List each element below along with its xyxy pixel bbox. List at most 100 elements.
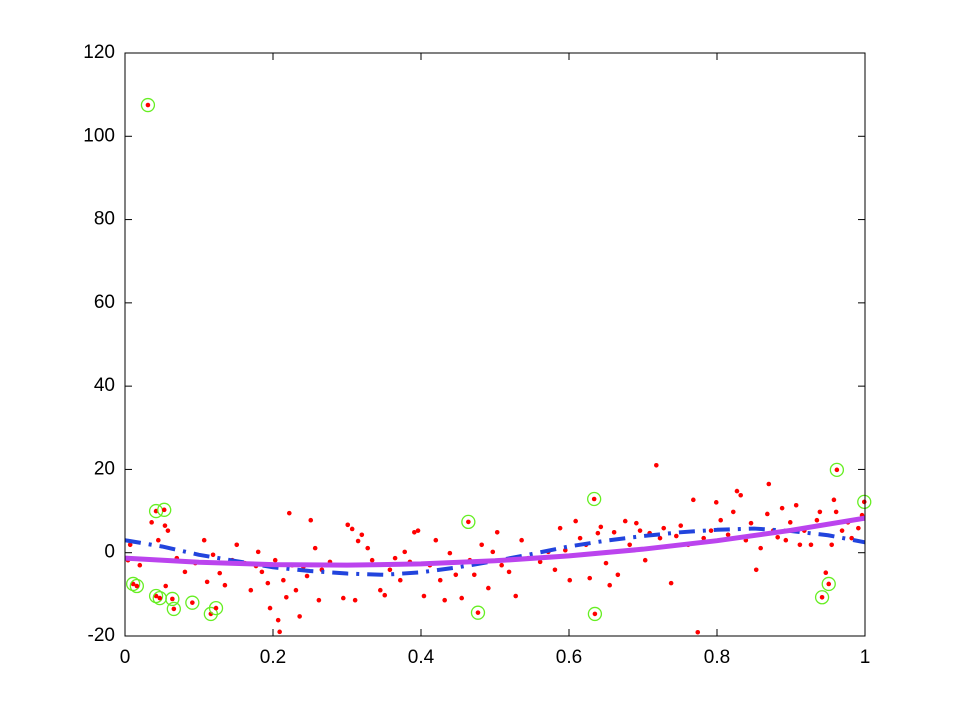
point xyxy=(442,597,447,603)
outlier-ring xyxy=(461,514,476,530)
point xyxy=(730,509,736,515)
point xyxy=(297,614,302,619)
point xyxy=(734,488,740,494)
point xyxy=(829,542,834,548)
plot-area xyxy=(125,53,865,636)
point xyxy=(642,557,648,563)
outlier-ring xyxy=(140,97,156,113)
point xyxy=(695,629,701,635)
point xyxy=(486,585,491,591)
point xyxy=(433,537,439,543)
point xyxy=(499,562,504,568)
point xyxy=(793,502,799,508)
point xyxy=(490,549,496,555)
point xyxy=(611,530,617,535)
outlier-ring xyxy=(829,462,845,477)
point xyxy=(412,530,417,535)
point xyxy=(615,572,621,578)
point xyxy=(691,497,696,503)
point xyxy=(281,577,286,583)
point xyxy=(277,629,282,635)
x-tick-label: 1 xyxy=(860,647,871,668)
outlier-ring xyxy=(208,600,224,616)
point xyxy=(861,499,867,505)
point xyxy=(814,517,820,523)
y-tick-label: -20 xyxy=(88,625,115,646)
point xyxy=(834,467,840,473)
x-tick-label: 0.8 xyxy=(704,647,730,668)
point xyxy=(657,535,663,541)
point xyxy=(204,579,210,585)
point xyxy=(170,596,175,602)
point xyxy=(378,587,383,593)
y-tick-label: 100 xyxy=(83,125,115,146)
point xyxy=(471,572,477,578)
point xyxy=(149,520,154,525)
outlier-ring xyxy=(148,588,164,604)
point xyxy=(130,581,136,587)
point xyxy=(217,570,223,576)
outlier-ring xyxy=(125,576,141,592)
point xyxy=(459,595,465,601)
point xyxy=(849,535,854,541)
point xyxy=(402,549,408,555)
point xyxy=(607,582,612,588)
point xyxy=(161,507,167,513)
point xyxy=(255,549,261,555)
point xyxy=(637,528,643,533)
point xyxy=(748,520,754,526)
point xyxy=(817,509,823,515)
point xyxy=(595,530,601,536)
point xyxy=(352,597,358,603)
point xyxy=(349,526,355,532)
axes-box xyxy=(124,52,866,637)
point xyxy=(766,481,772,487)
point xyxy=(758,545,763,551)
point xyxy=(466,519,471,525)
point xyxy=(190,600,195,605)
point xyxy=(634,520,639,526)
point xyxy=(259,569,265,575)
point xyxy=(753,567,759,573)
point xyxy=(272,557,278,563)
point xyxy=(453,572,459,578)
point xyxy=(275,617,281,623)
point xyxy=(387,567,393,573)
point xyxy=(153,593,159,599)
point xyxy=(513,593,519,599)
outlier-ring xyxy=(157,502,172,517)
point xyxy=(134,583,140,589)
point xyxy=(808,542,814,548)
y-tick-label: 20 xyxy=(94,458,115,479)
outlier-ring xyxy=(470,605,486,620)
point xyxy=(201,537,207,543)
point xyxy=(267,605,273,611)
point xyxy=(856,525,861,531)
point xyxy=(591,496,597,502)
point xyxy=(137,562,143,568)
point xyxy=(369,557,375,563)
outlier-ring xyxy=(185,595,200,610)
y-tick-label: 120 xyxy=(83,42,115,63)
point xyxy=(494,530,500,535)
point xyxy=(839,528,845,533)
x-tick-label: 0.4 xyxy=(408,647,435,668)
point xyxy=(678,523,684,528)
point xyxy=(479,542,484,548)
fit-line xyxy=(124,515,866,568)
outlier-ring xyxy=(166,601,181,617)
outlier-ring xyxy=(129,578,144,594)
point xyxy=(833,509,839,515)
point xyxy=(162,523,168,528)
outlier-ring xyxy=(821,576,836,592)
point xyxy=(304,573,310,579)
point xyxy=(674,533,679,539)
point xyxy=(475,610,481,615)
point xyxy=(127,542,133,548)
point xyxy=(355,538,361,544)
point xyxy=(701,535,706,541)
outlier-ring xyxy=(165,591,180,607)
point xyxy=(392,555,398,561)
point xyxy=(775,535,780,540)
